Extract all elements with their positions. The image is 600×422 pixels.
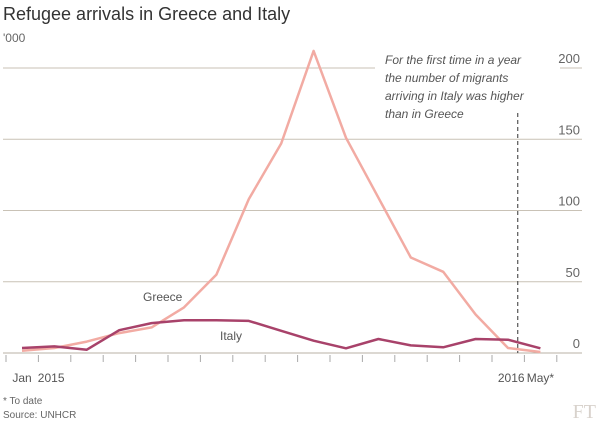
y-tick-label: 200 bbox=[558, 51, 580, 66]
annotation-line: arriving in Italy was higher bbox=[385, 89, 525, 103]
footnote: * To date bbox=[3, 396, 43, 407]
ft-logo: FT bbox=[573, 401, 596, 422]
annotation-line: than in Greece bbox=[385, 107, 464, 121]
source: Source: UNHCR bbox=[3, 410, 76, 421]
series-line-italy bbox=[21, 318, 541, 351]
annotation-line: For the first time in a year bbox=[385, 53, 522, 67]
y-tick-label: 100 bbox=[558, 194, 580, 209]
x-tick-label: 2016 bbox=[498, 371, 525, 385]
y-tick-label: 150 bbox=[558, 122, 580, 137]
y-tick-label: 0 bbox=[573, 336, 580, 351]
y-tick-label: 50 bbox=[566, 265, 580, 280]
x-tick-label: May* bbox=[527, 371, 555, 385]
legend-greece: Greece bbox=[143, 290, 183, 304]
x-tick-label: 2015 bbox=[38, 371, 65, 385]
y-axis-unit: '000 bbox=[3, 31, 26, 45]
annotation-line: the number of migrants bbox=[385, 71, 508, 85]
chart-title: Refugee arrivals in Greece and Italy bbox=[3, 4, 290, 24]
legend-italy: Italy bbox=[220, 329, 242, 343]
x-tick-label: Jan bbox=[12, 371, 31, 385]
